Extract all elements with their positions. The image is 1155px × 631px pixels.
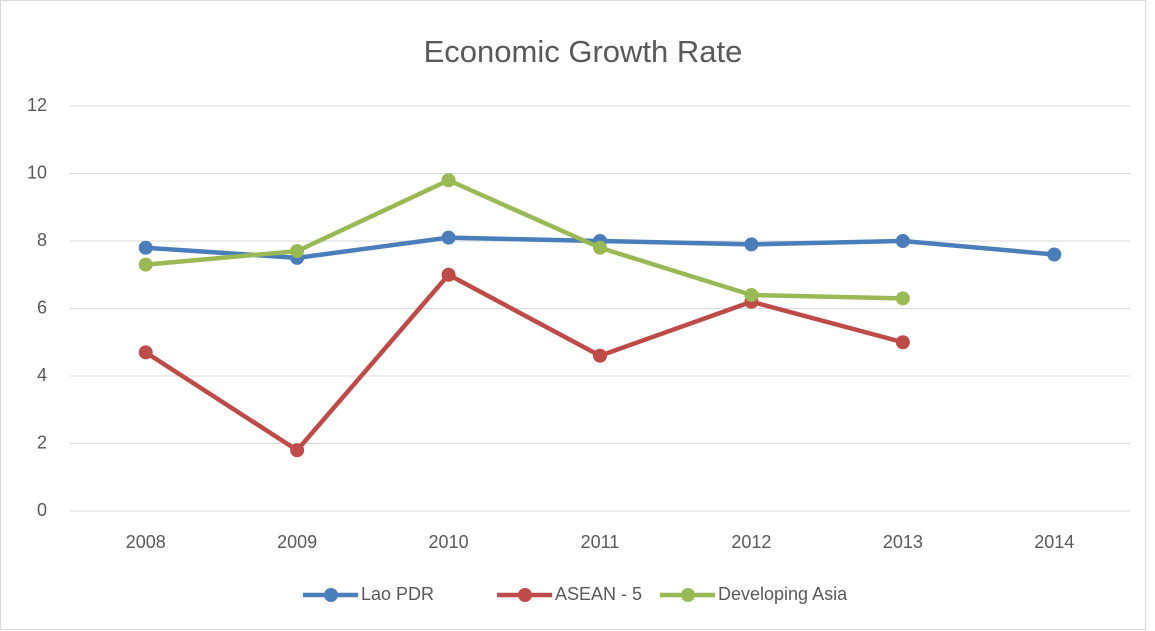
- y-tick-label: 10: [27, 162, 47, 182]
- legend-marker: [681, 588, 695, 602]
- legend-marker: [518, 588, 532, 602]
- data-point: [441, 267, 456, 282]
- chart-title: Economic Growth Rate: [424, 34, 743, 69]
- y-tick-label: 6: [37, 297, 47, 317]
- legend-marker: [324, 588, 338, 602]
- x-tick-label: 2009: [277, 532, 317, 552]
- data-point: [138, 257, 153, 272]
- y-tick-label: 12: [27, 95, 47, 115]
- data-point: [895, 335, 910, 350]
- y-tick-label: 2: [37, 432, 47, 452]
- x-tick-label: 2008: [126, 532, 166, 552]
- data-point: [138, 345, 153, 360]
- data-point: [593, 240, 607, 255]
- series-line: [144, 272, 904, 453]
- y-tick-label: 4: [37, 365, 47, 385]
- data-point: [441, 173, 456, 188]
- data-point: [895, 234, 910, 248]
- data-point: [138, 240, 153, 255]
- legend-label: ASEAN - 5: [555, 584, 642, 604]
- y-tick-label: 8: [37, 230, 47, 250]
- data-point: [593, 348, 607, 363]
- series-line: [145, 178, 903, 301]
- legend-label: Developing Asia: [718, 584, 848, 604]
- y-tick-label: 0: [37, 500, 47, 520]
- data-point: [744, 288, 759, 302]
- x-tick-label: 2011: [581, 532, 620, 552]
- data-point: [1047, 247, 1062, 262]
- legend-label: Lao PDR: [361, 584, 434, 604]
- x-tick-label: 2013: [883, 532, 923, 552]
- data-point: [744, 237, 759, 252]
- x-tick-label: 2010: [429, 532, 469, 552]
- data-point: [290, 443, 305, 458]
- x-tick-label: 2014: [1034, 532, 1074, 552]
- data-point: [290, 244, 305, 259]
- data-point: [441, 230, 456, 245]
- data-point: [895, 291, 910, 306]
- x-tick-label: 2012: [731, 532, 771, 552]
